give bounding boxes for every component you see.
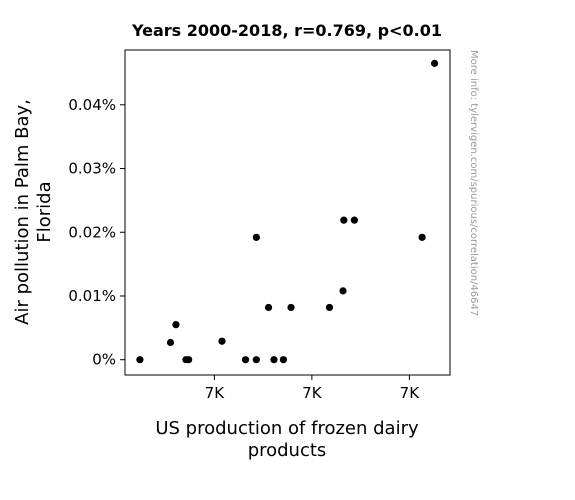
y-axis: 0% 0.01% 0.02% 0.03% 0.04% [68, 96, 125, 369]
data-point [418, 233, 426, 241]
data-point [185, 356, 193, 364]
data-point [350, 216, 358, 224]
y-axis-label-line2: Florida [34, 181, 55, 242]
data-point [218, 337, 226, 345]
x-axis: 7K 7K 7K [205, 375, 421, 402]
data-point [241, 356, 250, 364]
y-tick-label: 0.03% [68, 160, 116, 178]
x-tick-label: 7K [205, 384, 226, 402]
data-point [279, 356, 288, 364]
data-point [270, 356, 278, 364]
x-tick-label: 7K [302, 384, 323, 402]
data-point [264, 303, 273, 312]
x-axis-label-line2: products [248, 440, 327, 461]
y-tick-label: 0.04% [68, 96, 116, 114]
data-point [340, 216, 348, 224]
plot-area [124, 49, 451, 376]
data-point [430, 59, 439, 67]
watermark-text: More info: tylervigen.com/spurious/corre… [468, 50, 479, 316]
y-tick-label: 0.02% [68, 223, 116, 241]
x-tick-label: 7K [400, 384, 421, 402]
chart-title: Years 2000-2018, r=0.769, p<0.01 [131, 21, 442, 40]
data-point [287, 303, 295, 312]
data-point [252, 356, 260, 364]
y-tick-label: 0.01% [68, 287, 116, 305]
data-points [136, 59, 439, 364]
data-point [172, 321, 180, 329]
y-tick-label: 0% [92, 351, 116, 369]
data-point [325, 303, 334, 312]
y-axis-label-line1: Air pollution in Palm Bay, [12, 99, 33, 325]
data-point [166, 338, 175, 347]
data-point [339, 287, 347, 295]
x-axis-label-line1: US production of frozen dairy [155, 418, 419, 439]
data-point [252, 233, 260, 241]
data-point [136, 356, 144, 364]
